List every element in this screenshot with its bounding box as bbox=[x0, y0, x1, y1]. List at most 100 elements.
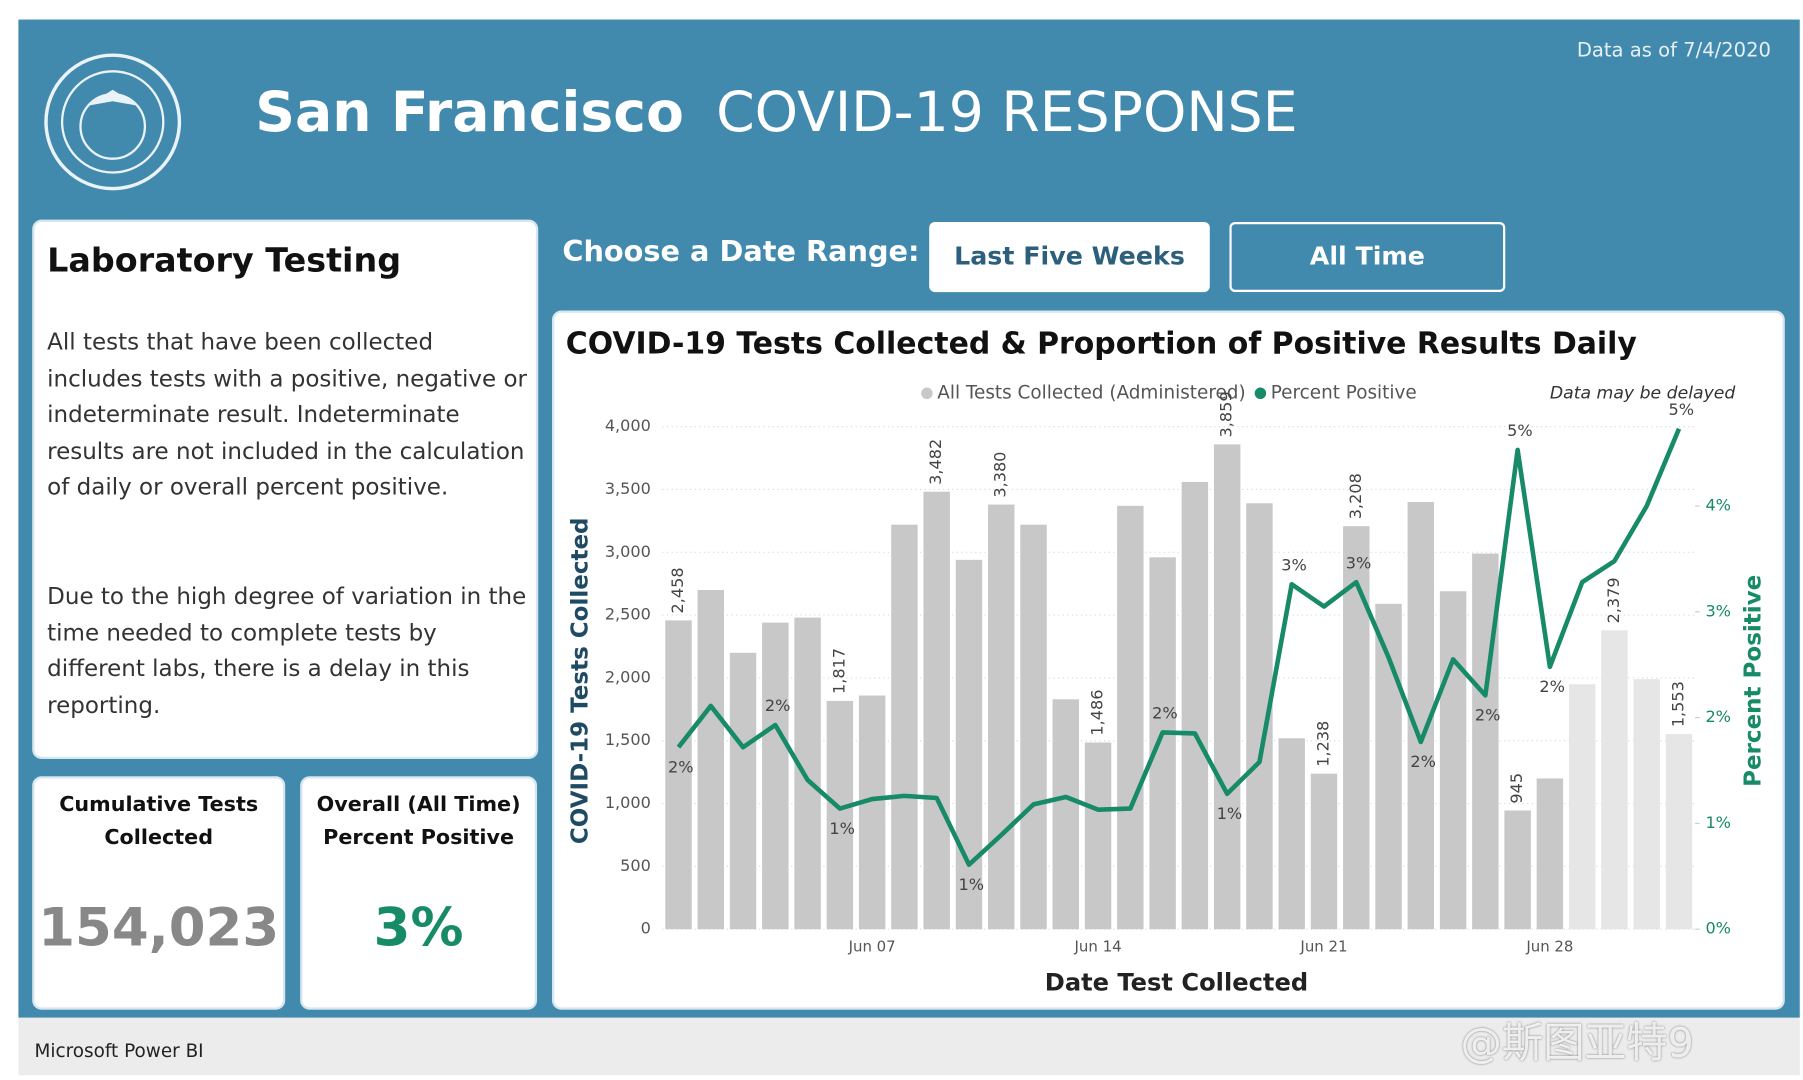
legend-label: Percent Positive bbox=[1271, 382, 1417, 403]
title-light: COVID-19 RESPONSE bbox=[716, 80, 1298, 145]
bar bbox=[826, 700, 854, 930]
line-value-label: 2% bbox=[668, 757, 694, 776]
bar-value-label: 2,458 bbox=[668, 567, 687, 613]
kpi-label-line: Cumulative Tests bbox=[59, 792, 259, 817]
watermark: @斯图亚特9 bbox=[1460, 1020, 1694, 1068]
line-value-label: 5% bbox=[1507, 421, 1533, 440]
bar-value-label: 3,859 bbox=[1217, 391, 1236, 437]
legend-swatch bbox=[921, 387, 933, 400]
brand: Microsoft Power BI bbox=[34, 1039, 204, 1062]
y-tick-label: 1,500 bbox=[605, 730, 651, 749]
bar bbox=[1504, 810, 1531, 930]
info-paragraph: All tests that have been collected inclu… bbox=[47, 327, 528, 501]
line-value-label: 2% bbox=[765, 696, 791, 715]
kpi-label: Cumulative Tests Collected bbox=[35, 788, 283, 855]
legend-swatch bbox=[1254, 387, 1267, 400]
y2-tick-label: 2% bbox=[1705, 707, 1731, 726]
bar bbox=[1633, 679, 1660, 930]
title-bold: San Francisco bbox=[255, 80, 684, 145]
bar-value-label: 1,817 bbox=[829, 648, 848, 694]
bar bbox=[1181, 481, 1209, 930]
line-value-label: 3% bbox=[1346, 553, 1372, 572]
bar bbox=[1601, 630, 1628, 930]
range-button[interactable]: All Time bbox=[1229, 222, 1505, 292]
bar bbox=[1439, 591, 1467, 930]
bar bbox=[858, 695, 886, 930]
x-axis-title: Date Test Collected bbox=[1045, 968, 1308, 996]
bar bbox=[1665, 734, 1693, 930]
y2-axis-title: Percent Positive bbox=[1740, 575, 1766, 787]
kpi-value: 154,023 bbox=[38, 895, 280, 958]
bar bbox=[729, 652, 757, 930]
x-tick-label: Jun 14 bbox=[1074, 938, 1122, 956]
bar bbox=[665, 620, 692, 930]
bar bbox=[1536, 778, 1564, 930]
y-tick-label: 500 bbox=[620, 856, 651, 875]
line bbox=[676, 427, 1682, 867]
bar bbox=[923, 491, 950, 930]
y2-tick-label: 0% bbox=[1705, 919, 1731, 938]
y2-tick-label: 4% bbox=[1705, 496, 1731, 515]
bar bbox=[1343, 526, 1370, 930]
y-tick-label: 3,000 bbox=[605, 542, 651, 561]
line-value-label: 1% bbox=[829, 819, 855, 838]
bar bbox=[697, 589, 724, 930]
bar bbox=[891, 524, 918, 930]
bar-value-label: 2,379 bbox=[1604, 577, 1623, 623]
kpi-label: Overall (All Time) Percent Positive bbox=[302, 788, 534, 855]
line-value-label: 1% bbox=[958, 875, 984, 894]
y-tick-label: 4,000 bbox=[605, 416, 651, 435]
y-axis-title: COVID-19 Tests Collected bbox=[567, 517, 593, 844]
y2-tick-label: 3% bbox=[1705, 601, 1731, 620]
line-value-label: 2% bbox=[1152, 704, 1178, 723]
chart-title: COVID-19 Tests Collected & Proportion of… bbox=[566, 327, 1637, 362]
legend-label: All Tests Collected (Administered) bbox=[937, 382, 1245, 403]
bar bbox=[1278, 738, 1305, 930]
footer-bar bbox=[18, 1017, 1800, 1076]
bar bbox=[1084, 742, 1112, 930]
info-paragraph: Due to the high degree of variation in t… bbox=[47, 581, 527, 719]
y-tick-label: 0 bbox=[641, 919, 651, 938]
bar bbox=[988, 504, 1015, 930]
line-value-label: 2% bbox=[1475, 706, 1501, 725]
bar bbox=[1052, 699, 1080, 930]
kpi-card: Cumulative Tests Collected 154,023 bbox=[34, 778, 283, 1008]
bar bbox=[794, 617, 821, 930]
bar bbox=[1213, 444, 1241, 930]
line-value-label: 2% bbox=[1410, 752, 1436, 771]
bar bbox=[762, 622, 789, 930]
info-title: Laboratory Testing bbox=[47, 240, 402, 280]
bar-value-label: 1,238 bbox=[1313, 721, 1332, 767]
y2-tick-label: 1% bbox=[1705, 813, 1731, 832]
y-tick-label: 2,500 bbox=[605, 605, 651, 624]
kpi-label-line: Overall (All Time) bbox=[316, 792, 521, 817]
range-button[interactable]: Last Five Weeks bbox=[929, 221, 1210, 293]
city-seal bbox=[44, 53, 182, 191]
x-tick-label: Jun 07 bbox=[848, 938, 896, 956]
y-tick-label: 3,500 bbox=[605, 479, 651, 498]
line-value-label: 3% bbox=[1281, 555, 1307, 574]
bar bbox=[955, 559, 983, 930]
date-note: Data as of 7/4/2020 bbox=[1576, 39, 1771, 63]
kpi-value: 3% bbox=[373, 895, 464, 958]
bar bbox=[1117, 505, 1144, 930]
kpi-label-line: Percent Positive bbox=[323, 825, 515, 850]
y-tick-label: 1,000 bbox=[605, 793, 651, 812]
bar bbox=[1149, 557, 1176, 930]
bar bbox=[1020, 524, 1047, 930]
x-tick-label: Jun 28 bbox=[1525, 938, 1573, 956]
legend: All Tests Collected (Administered) Percen… bbox=[921, 382, 1417, 403]
bar-value-label: 3,380 bbox=[991, 452, 1010, 498]
bar-value-label: 945 bbox=[1507, 773, 1526, 804]
y-tick-label: 2,000 bbox=[605, 667, 651, 686]
kpi-card: Overall (All Time) Percent Positive 3% bbox=[302, 778, 535, 1008]
bar-value-label: 3,482 bbox=[926, 439, 945, 485]
kpi-label-line: Collected bbox=[104, 825, 214, 850]
bar-value-label: 1,553 bbox=[1669, 681, 1688, 727]
bar bbox=[1310, 773, 1338, 930]
line-value-label: 2% bbox=[1539, 677, 1565, 696]
bar-value-label: 3,208 bbox=[1346, 473, 1365, 519]
